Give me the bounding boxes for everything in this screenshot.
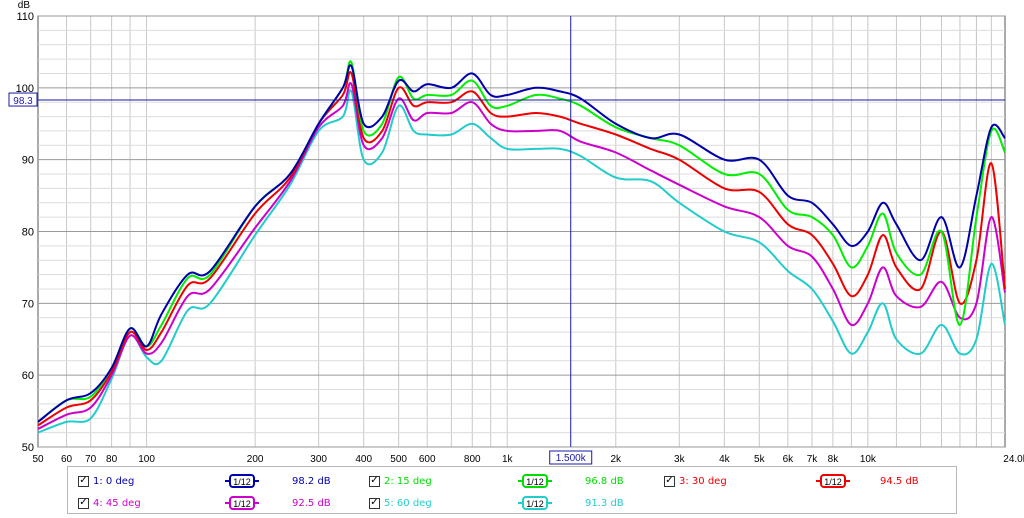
series-checkbox[interactable]: ✓ [664,475,675,487]
smoothing-label: 1/12 [233,477,251,487]
x-tick-label: 600 [419,454,436,465]
smoothing-label: 1/12 [233,499,251,509]
axis-ticks: 50 60 70 80 90 100 110 50 60 70 80 100 200 300 400 500 6… [16,11,1024,465]
x-tick-label: 400 [355,454,372,465]
series-value: 96.8 dB [585,476,624,487]
series-label: 3: 30 deg [679,475,727,487]
cursor-y-readout-box [8,92,38,107]
x-tick-label: 50 [32,454,44,465]
x-tick-label: 8k [828,454,840,465]
smoothing-label: 1/12 [824,477,842,487]
series-value: 94.5 dB [880,476,919,487]
y-axis-unit: dB [18,0,31,11]
series-value: 91.3 dB [585,498,624,509]
x-tick-label: 6k [783,454,795,465]
series-line-2-15-deg [37,60,1006,423]
x-tick-label: 800 [464,454,481,465]
x-tick-label: 24.0k Hz [1003,454,1024,465]
series-label: 1: 0 deg [93,475,135,487]
x-tick-label: 500 [390,454,407,465]
x-tick-label: 300 [310,454,327,465]
smoothing-button-60[interactable]: 1/12 [518,496,552,510]
series-checkbox[interactable]: ✓ [78,475,89,487]
smoothing-button-15[interactable]: 1/12 [518,474,552,488]
x-tick-label: 3k [674,454,686,465]
series-value: 92.5 dB [292,498,331,509]
x-tick-label: 60 [61,454,73,465]
x-tick-label: 100 [138,454,155,465]
legend-item-0deg: ✓ 1: 0 deg [78,473,134,489]
smoothing-button-0[interactable]: 1/12 [225,474,259,488]
series-checkbox[interactable]: ✓ [369,475,380,487]
x-tick-label: 1k [502,454,514,465]
x-tick-label: 2k [611,454,623,465]
cursor-y-readout: 98.3 [13,96,33,107]
legend-item-45deg: ✓ 4: 45 deg [78,495,141,511]
series-line-3-30-deg [37,71,1006,427]
x-tick-label: 70 [85,454,97,465]
series-label: 4: 45 deg [93,497,141,509]
x-tick-label: 200 [247,454,264,465]
cursor-x-readout-box [549,450,593,465]
series-label: 2: 15 deg [384,475,432,487]
cursor-x-readout: 1.500k [556,453,587,464]
smoothing-label: 1/12 [526,499,544,509]
series-line-5-60-deg [37,89,1006,434]
smoothing-button-30[interactable]: 1/12 [816,474,850,488]
x-tick-label: 7k [807,454,819,465]
legend-panel: ✓ 1: 0 deg 1/12 98.2 dB ✓ 2: 15 deg 1/12… [67,466,957,514]
series-line-4-45-deg [37,81,1006,430]
x-tick-label: 5k [754,454,766,465]
x-tick-label: 4k [719,454,731,465]
crosshair-cursor[interactable]: 98.3 1.500k [8,16,1005,465]
y-tick-label: 100 [16,83,34,95]
series-checkbox[interactable]: ✓ [78,497,89,509]
x-tick-label: 10k [860,454,877,465]
curves [37,60,1006,434]
smoothing-label: 1/12 [526,477,544,487]
frequency-response-chart[interactable]: 50 60 70 80 90 100 110 50 60 70 80 100 200 300 400 500 6… [0,0,1024,466]
y-tick-label: 80 [22,227,34,239]
smoothing-button-45[interactable]: 1/12 [225,496,259,510]
legend-item-15deg: ✓ 2: 15 deg [369,473,432,489]
series-value: 98.2 dB [292,476,331,487]
legend-item-30deg: ✓ 3: 30 deg [664,473,727,489]
series-line-1-0-deg [37,64,1006,423]
legend-item-60deg: ✓ 5: 60 deg [369,495,432,511]
y-tick-label: 60 [22,370,34,382]
series-checkbox[interactable]: ✓ [369,497,380,509]
y-tick-label: 50 [22,442,34,454]
x-tick-label: 80 [106,454,118,465]
y-tick-label: 90 [22,155,34,167]
y-tick-label: 70 [22,298,34,310]
y-tick-label: 110 [16,11,34,23]
series-label: 5: 60 deg [384,497,432,509]
